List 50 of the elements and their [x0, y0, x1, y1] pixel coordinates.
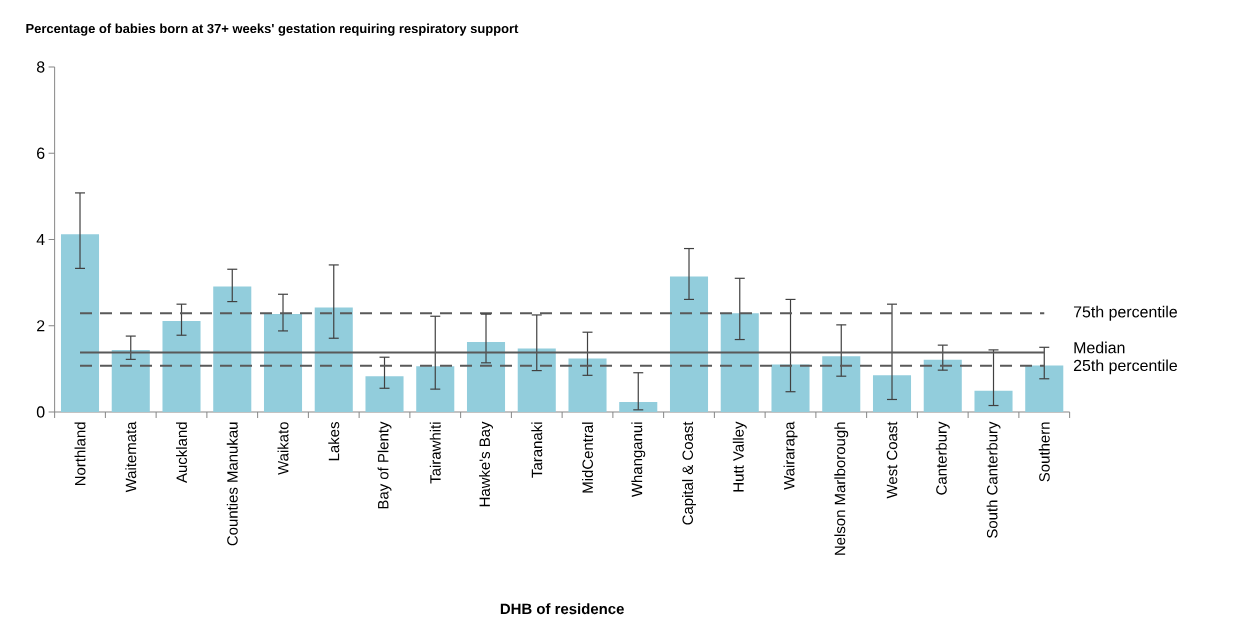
x-tick-label: Auckland — [176, 422, 187, 483]
y-tick-label: 0 — [36, 406, 45, 418]
x-tick-label: Taranaki — [531, 422, 543, 478]
x-tick-label: Lakes — [328, 422, 340, 461]
bar — [771, 364, 810, 412]
x-tick-label: Hawke's Bay — [479, 421, 493, 507]
x-tick-label: MidCentral — [582, 422, 593, 493]
bar — [517, 348, 556, 412]
x-tick-label: Canterbury — [935, 421, 950, 495]
y-tick-label: 6 — [37, 147, 45, 159]
bar — [162, 320, 201, 412]
bar — [1025, 365, 1064, 412]
x-tick-label: Nelson Marlborough — [834, 422, 849, 555]
bar — [314, 307, 353, 412]
x-tick-label: South Canterbury — [986, 421, 1001, 538]
y-tick-label: 2 — [37, 320, 45, 332]
bar — [822, 356, 861, 412]
x-tick-label: Whanganui — [631, 422, 646, 498]
ref-line-label: 25th percentile — [1073, 359, 1177, 375]
x-tick-label: West Coast — [886, 421, 898, 499]
bar — [213, 286, 252, 412]
y-tick-label: 8 — [36, 61, 45, 73]
x-axis-title: DHB of residence — [500, 603, 624, 615]
bar — [365, 376, 404, 412]
bar — [974, 390, 1013, 412]
x-tick-label: Counties Manukau — [226, 422, 238, 546]
x-tick-label: Waitemata — [125, 421, 137, 493]
x-tick-label: Wairarapa — [783, 421, 798, 490]
x-tick-label: Waikato — [277, 422, 289, 475]
bar — [619, 402, 658, 412]
x-tick-label: Tairawhiti — [429, 422, 441, 484]
x-tick-label: Capital & Coast — [682, 421, 696, 525]
bar — [111, 349, 150, 412]
bar — [872, 375, 912, 412]
bar — [416, 366, 455, 412]
bar — [568, 358, 607, 412]
bar — [669, 276, 709, 412]
ref-line-label: Median — [1074, 341, 1125, 354]
bar — [60, 234, 100, 412]
x-tick-label: Bay of Plenty — [377, 421, 392, 509]
bar — [923, 359, 962, 412]
x-tick-label: Hutt Valley — [732, 421, 747, 492]
ref-line-label: 75th percentile — [1073, 305, 1177, 321]
bar — [466, 342, 506, 412]
bar — [720, 313, 759, 412]
x-tick-label: Northland — [74, 422, 86, 486]
y-tick-label: 4 — [36, 234, 45, 245]
x-tick-label: Southern — [1038, 422, 1050, 482]
chart-title: Percentage of babies born at 37+ weeks' gestation requiring respiratory support — [26, 23, 519, 36]
bar — [263, 314, 303, 412]
